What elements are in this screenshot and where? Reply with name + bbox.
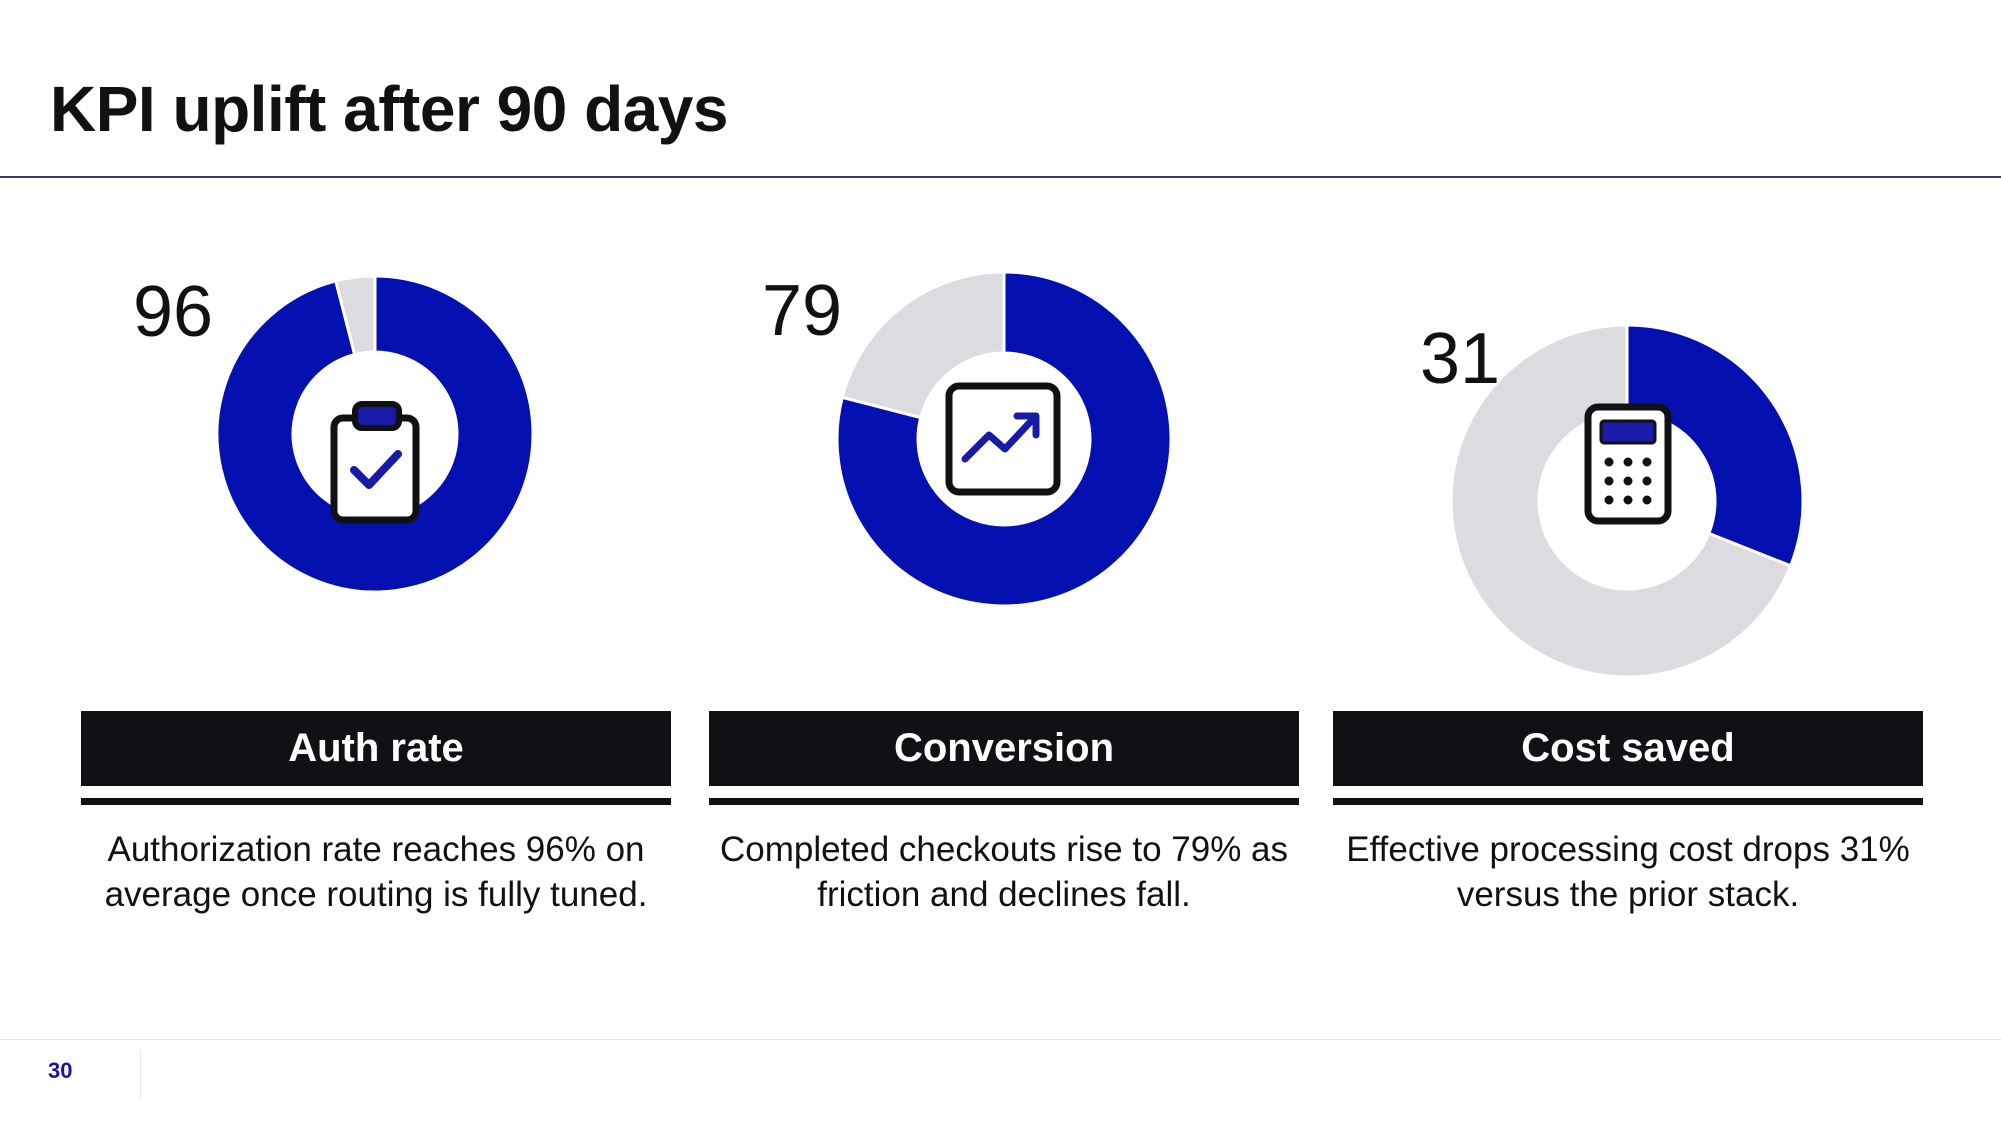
- kpi-value-cost-saved: 31: [1420, 319, 1501, 399]
- kpi-value-conversion: 79: [762, 271, 843, 351]
- kpi-label-conversion: Conversion: [709, 711, 1299, 786]
- kpi-card-cost-saved: 31 Cost saved Effective processing cost …: [1333, 0, 1923, 1000]
- footer-divider: [0, 1039, 2001, 1040]
- donut-remainder-segment: [840, 270, 1006, 420]
- title-divider: [0, 176, 2001, 178]
- kpi-card-auth-rate: 96 Auth rate Authorization rate reaches …: [81, 0, 671, 1000]
- kpi-value-auth-rate: 96: [133, 272, 214, 352]
- donut-chart-conversion: [835, 270, 1173, 608]
- kpi-label-auth-rate: Auth rate: [81, 711, 671, 786]
- kpi-divider: [81, 798, 671, 805]
- clipboard-check-icon: [330, 401, 420, 524]
- kpi-divider: [709, 798, 1299, 805]
- kpi-description-auth-rate: Authorization rate reaches 96% on averag…: [104, 830, 648, 914]
- donut-chart-auth-rate: [215, 274, 535, 594]
- kpi-description-conversion: Completed checkouts rise to 79% as frict…: [719, 830, 1289, 914]
- kpi-divider: [1333, 798, 1923, 805]
- page-number: 30: [48, 1058, 73, 1083]
- kpi-label-cost-saved: Cost saved: [1333, 711, 1923, 786]
- donut-value-segment: [215, 274, 535, 594]
- kpi-description-cost-saved: Effective processing cost drops 31% vers…: [1346, 830, 1910, 914]
- footer-separator: [140, 1050, 141, 1098]
- slide-title: KPI uplift after 90 days: [50, 73, 728, 145]
- donut-chart-cost-saved: [1449, 323, 1805, 679]
- kpi-card-conversion: 79 Conversion Completed checkouts rise t…: [709, 0, 1299, 1000]
- donut-value-segment: [835, 270, 1173, 608]
- donut-remainder-segment: [1449, 323, 1793, 679]
- donut-value-segment: [1625, 323, 1805, 568]
- calculator-icon: [1584, 403, 1672, 525]
- trend-up-chart-icon: [945, 382, 1061, 496]
